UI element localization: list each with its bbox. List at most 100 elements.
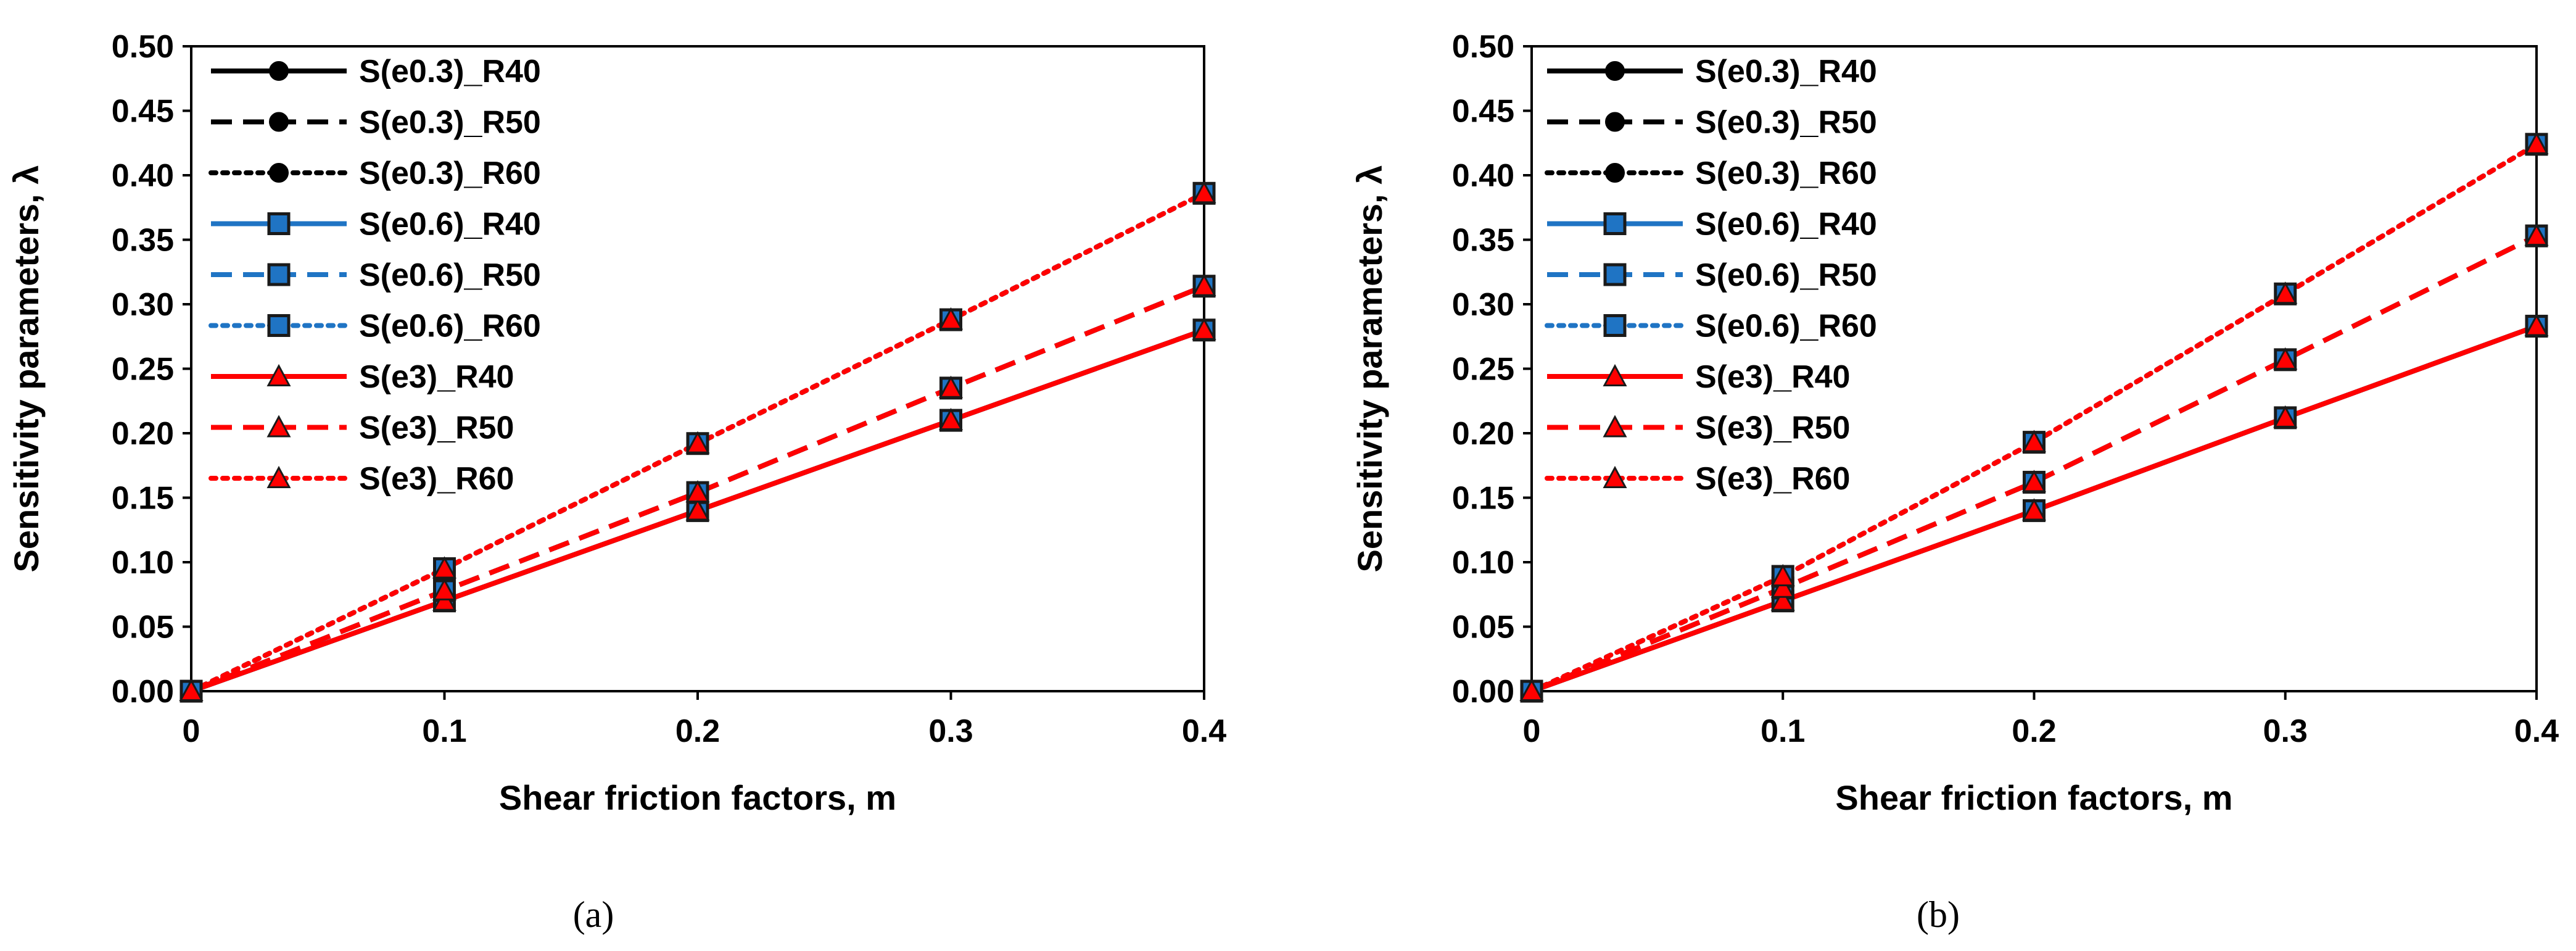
legend-marker [1603,415,1627,438]
x-tick-label: 0.1 [422,713,466,749]
y-tick-label: 0.20 [1452,416,1514,452]
legend-label: S(e0.3)_R40 [359,54,541,89]
legend-label: S(e0.3)_R60 [359,156,541,191]
legend-label: S(e0.3)_R50 [1695,105,1877,141]
data-point-s-e3-r40 [1770,588,1795,611]
x-tick-label: 0.2 [2012,713,2056,749]
legend-label: S(e0.3)_R50 [359,105,541,141]
x-tick-label: 0 [183,713,200,749]
series-line-s-e3-r50 [1530,233,2538,694]
y-tick-label: 0.05 [1452,610,1514,646]
plot-area-frame [1530,45,2538,692]
legend-label: S(e0.6)_R60 [359,309,541,344]
data-point-s-e3-r60 [685,431,710,454]
chart-panel-b: 0.000.050.100.150.200.250.300.350.400.45… [1350,29,2559,817]
legend-label: S(e3)_R60 [359,461,514,497]
legend-marker [1603,465,1627,488]
y-tick-label: 0.35 [112,223,174,259]
legend-label: S(e0.6)_R40 [1695,207,1877,243]
series-line-s-e3-r60 [1529,141,2539,694]
legend-label: S(e3)_R50 [1695,410,1850,446]
legend-marker [1605,112,1625,132]
data-point-s-e3-r40 [685,498,710,521]
plot-area-frame [190,45,1205,692]
y-tick-label: 0.20 [112,416,174,452]
x-tick-label: 0.4 [2514,713,2559,749]
y-tick-label: 0.45 [112,94,174,130]
y-axis-title: Sensitivity parameters, λ [1350,165,1389,573]
data-point-s-e3-r40 [2021,498,2047,521]
data-point-s-e3-r60 [179,678,204,701]
legend-label: S(e0.3)_R60 [1695,156,1877,191]
x-axis-title: Shear friction factors, m [1835,778,2232,817]
legend-marker [267,263,291,286]
legend-marker [267,314,291,337]
legend-marker [266,363,291,386]
legend-marker [269,61,289,81]
data-point-s-e3-r60 [2273,281,2298,304]
legend-label: S(e0.6)_R40 [359,207,541,243]
data-point-s-e3-r40 [1192,317,1216,340]
x-axis-title: Shear friction factors, m [499,778,896,817]
x-tick-label: 0 [1523,713,1541,749]
x-tick-label: 0.4 [1182,713,1226,749]
y-tick-label: 0.15 [1452,481,1514,517]
chart-panel-a: 0.000.050.100.150.200.250.300.350.400.45… [7,29,1226,817]
legend: S(e0.3)_R40 S(e0.3)_R50 S(e0.3)_R60 S(e0.6)… [1545,54,1877,497]
y-axis-title: Sensitivity parameters, λ [7,165,46,573]
y-tick-label: 0.30 [112,287,174,323]
y-tick-label: 0.40 [1452,158,1514,194]
y-tick-label: 0.25 [112,352,174,388]
legend-label: S(e0.6)_R60 [1695,309,1877,344]
x-tick-label: 0.2 [675,713,720,749]
y-tick-label: 0.00 [112,674,174,710]
caption-b: (b) [1917,894,1960,935]
data-point-s-e3-r60 [1192,181,1216,204]
legend-marker [1603,263,1627,286]
y-tick-label: 0.10 [112,545,174,581]
data-point-s-e3-r50 [2524,223,2549,246]
legend-marker [269,112,289,132]
legend-label: S(e3)_R50 [359,410,514,446]
data-point-s-e3-r60 [1519,678,1544,701]
data-point-s-e3-r50 [938,375,964,398]
y-tick-label: 0.00 [1452,674,1514,710]
x-tick-label: 0.1 [1761,713,1805,749]
data-point-s-e3-r50 [2273,347,2298,370]
data-point-s-e3-r50 [2021,470,2047,492]
y-tick-label: 0.40 [112,158,174,194]
y-tick-label: 0.15 [112,481,174,517]
data-point-s-e3-r60 [432,556,457,579]
legend-marker [267,212,291,235]
data-point-s-e3-r40 [2273,405,2298,428]
y-tick-label: 0.25 [1452,352,1514,388]
data-point-s-e3-r60 [2021,430,2047,452]
data-point-s-e3-r50 [1770,575,1795,598]
legend-marker [1605,163,1625,183]
legend-label: S(e0.6)_R50 [1695,257,1877,293]
y-tick-label: 0.50 [112,29,174,65]
legend-label: S(e3)_R60 [1695,461,1850,497]
series-line-s-e3-r50 [190,284,1205,694]
x-tick-label: 0.3 [928,713,973,749]
legend-marker [266,415,291,438]
x-tick-label: 0.3 [2263,713,2308,749]
legend-marker [1603,363,1627,386]
caption-a: (a) [573,894,614,935]
legend-label: S(e0.6)_R50 [359,257,541,293]
y-tick-label: 0.45 [1452,94,1514,130]
data-point-s-e3-r60 [938,307,964,330]
legend-label: S(e0.3)_R40 [1695,54,1877,89]
y-tick-label: 0.05 [112,610,174,646]
data-point-s-e3-r40 [2524,314,2549,336]
data-point-s-e3-r60 [1770,563,1795,586]
series-line-s-e0-3-r60 [1529,141,2539,694]
legend-marker [1603,212,1627,235]
series-line-s-e0-6-r60 [1529,141,2539,694]
data-point-s-e3-r60 [2524,131,2549,154]
y-tick-label: 0.35 [1452,223,1514,259]
y-tick-label: 0.10 [1452,545,1514,581]
y-tick-label: 0.30 [1452,287,1514,323]
